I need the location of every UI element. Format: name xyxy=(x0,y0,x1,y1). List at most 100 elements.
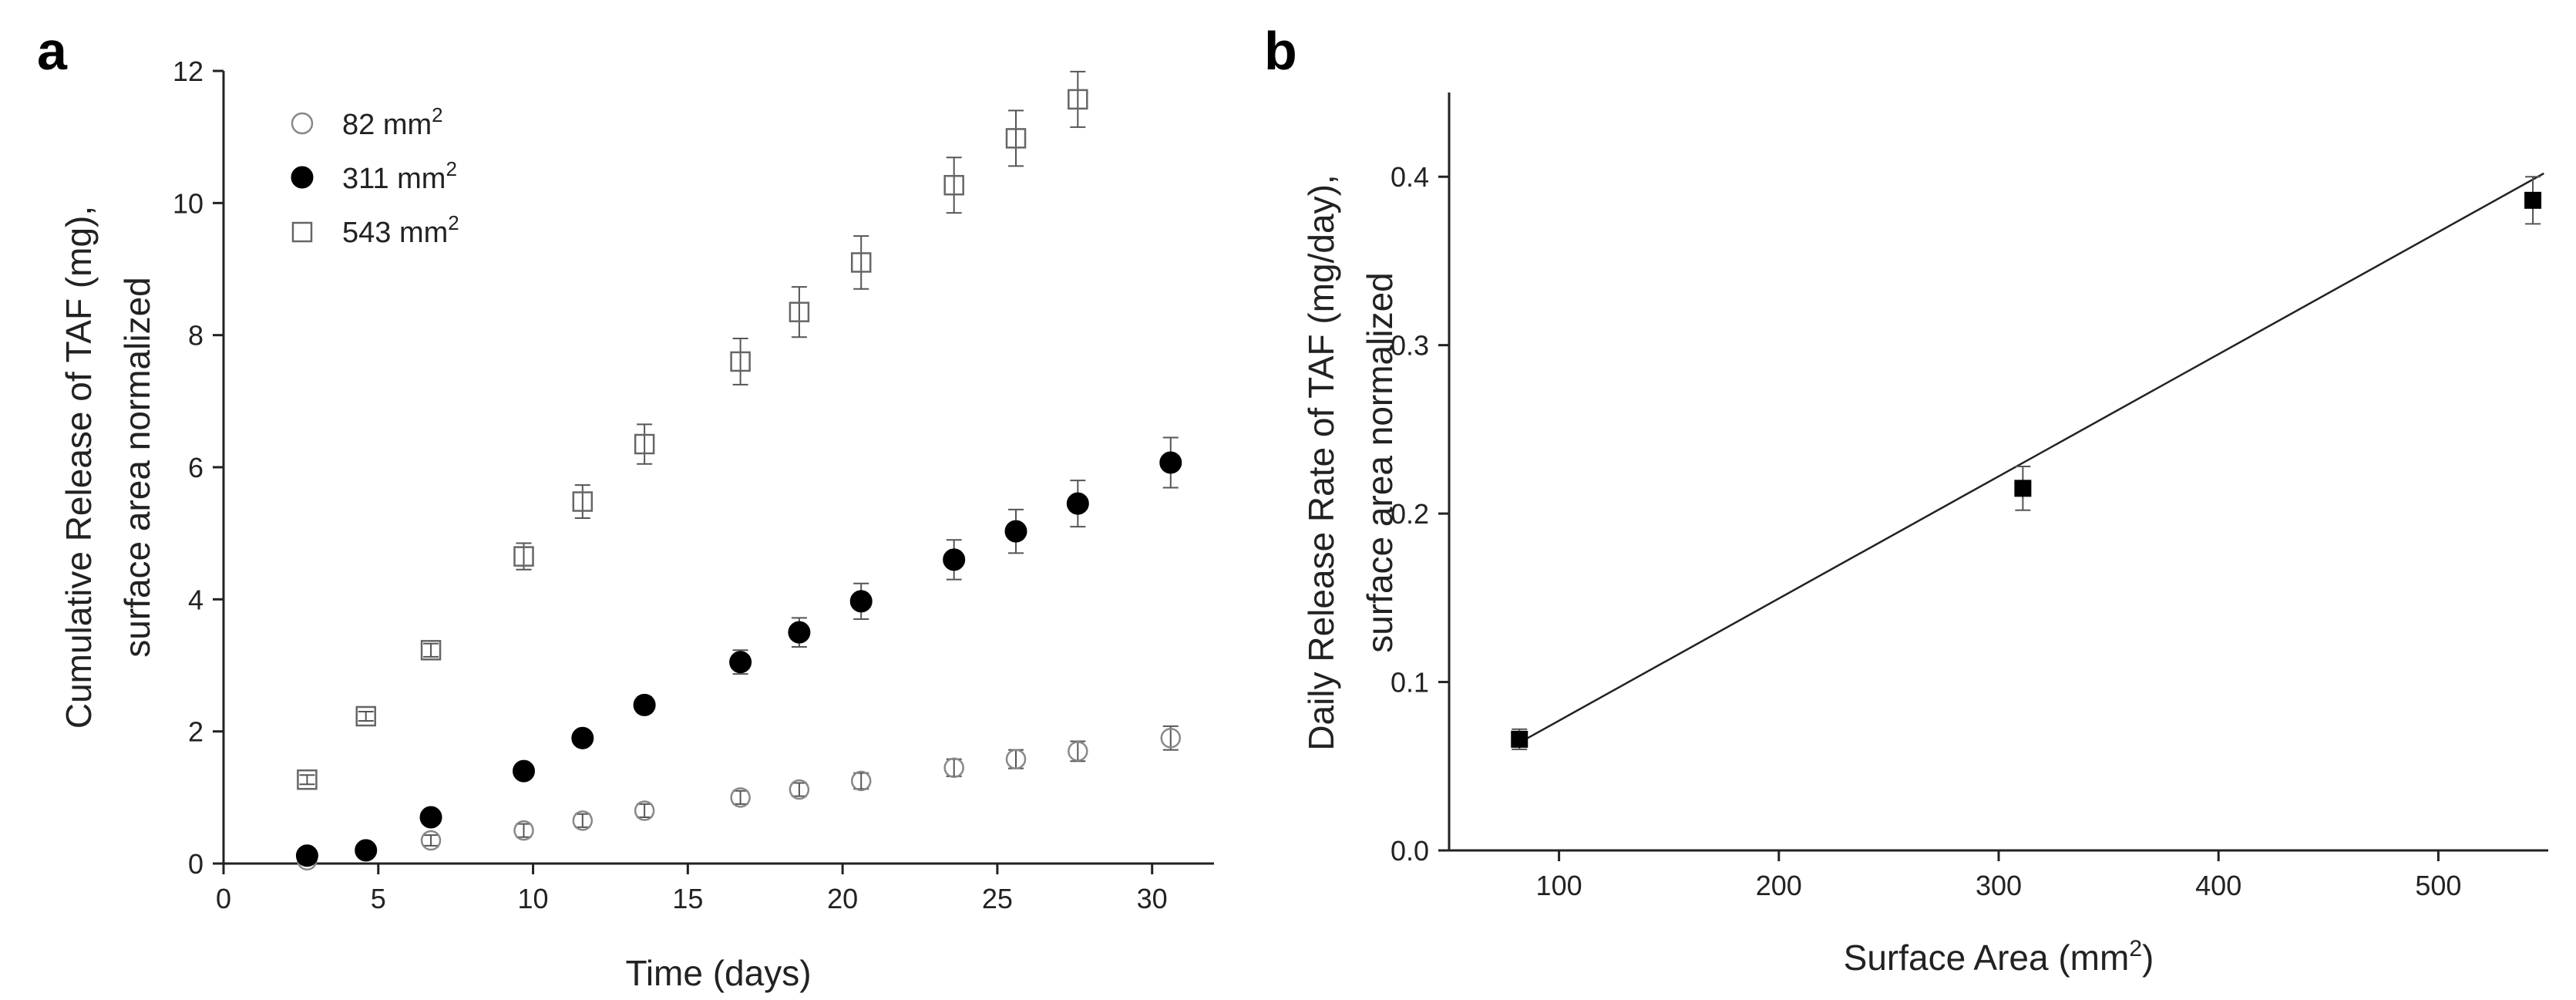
panel-a-x-tick-label: 15 xyxy=(672,883,703,914)
marker-open-circle xyxy=(513,820,534,841)
series-2-point xyxy=(1068,70,1088,128)
series-2-point xyxy=(1005,109,1027,167)
series-0-point xyxy=(1068,740,1088,763)
marker-open-square xyxy=(420,640,442,661)
series-2-point xyxy=(513,542,534,571)
series-1-point xyxy=(849,582,873,621)
panel-b-y-tick-label: 0.1 xyxy=(1391,667,1429,699)
panel-b-y-label-line1: Daily Release Rate of TAF (mg/day), xyxy=(1301,174,1341,750)
series-0-point xyxy=(1005,749,1027,769)
marker-filled-circle xyxy=(571,726,594,749)
series-1-point xyxy=(943,539,966,581)
marker-filled-circle xyxy=(1004,520,1027,543)
series-1-point xyxy=(729,649,752,675)
panel-b-point xyxy=(1511,728,1528,750)
legend-label-311: 311 mm2 xyxy=(342,157,457,195)
series-1-point xyxy=(295,844,318,867)
series-1-point xyxy=(571,726,594,749)
panel-a-y-tick-label: 4 xyxy=(188,584,203,615)
marker-open-square xyxy=(297,769,318,790)
panel-b-point xyxy=(2524,176,2542,225)
panel-a-x-tick-label: 5 xyxy=(371,883,386,914)
panel-a-y-tick-label: 12 xyxy=(173,56,203,87)
marker-filled-circle xyxy=(1159,451,1182,474)
panel-b-x-label: Surface Area (mm2) xyxy=(1844,936,2154,978)
series-1-point xyxy=(1004,508,1027,554)
legend-marker-311 xyxy=(291,166,314,189)
marker-open-circle xyxy=(1005,749,1027,769)
series-1-point xyxy=(355,839,378,862)
marker-filled-circle xyxy=(788,621,811,644)
series-2-point xyxy=(420,640,442,661)
series-2-point xyxy=(355,705,376,727)
panel-b-x-tick-label: 100 xyxy=(1536,870,1582,901)
panel-b-x-tick-label: 200 xyxy=(1756,870,1802,901)
series-1-point xyxy=(1066,480,1089,528)
panel-b-point xyxy=(2014,465,2032,511)
marker-open-circle xyxy=(850,770,872,792)
panel-a-x-tick-label: 25 xyxy=(982,883,1013,914)
series-2-point xyxy=(943,157,964,214)
marker-open-square xyxy=(850,252,872,273)
panel-a-y-tick-label: 2 xyxy=(188,716,203,748)
panel-b-chart: 100 200 300 400 500 0.0 0.1 0.2 0.3 0.4 Surface … xyxy=(1301,93,2548,978)
panel-a-y-label-line1: Cumulative Release of TAF (mg), xyxy=(59,206,99,729)
panel-a-y-tick-label: 10 xyxy=(173,187,203,219)
marker-open-circle xyxy=(943,757,964,779)
panel-b-x-tick-label: 500 xyxy=(2415,870,2461,901)
series-2-point xyxy=(850,235,872,290)
panel-a-x-tick-label: 0 xyxy=(216,883,231,914)
panel-a-y-tick-label: 8 xyxy=(188,320,203,352)
series-1-point xyxy=(419,806,442,829)
panel-a-x-tick-label: 20 xyxy=(827,883,858,914)
panel-a-y-label-line2: surface area normalized xyxy=(117,277,157,657)
marker-filled-circle xyxy=(513,759,536,783)
series-0-point xyxy=(1160,725,1182,751)
panel-a-x-label: Time (days) xyxy=(625,953,811,993)
marker-open-square xyxy=(513,546,534,567)
panel-a-x-tick-label: 30 xyxy=(1137,883,1168,914)
marker-open-circle xyxy=(1068,741,1088,762)
marker-filled-circle xyxy=(729,651,752,674)
panel-a-letter: a xyxy=(37,21,68,81)
marker-filled-square xyxy=(1511,730,1528,748)
series-1-point xyxy=(513,759,536,783)
marker-filled-circle xyxy=(943,548,966,571)
marker-open-square xyxy=(943,174,964,196)
series-0-point xyxy=(420,830,442,851)
legend-label-543: 543 mm2 xyxy=(342,211,459,249)
marker-open-square xyxy=(634,433,655,455)
fit-line xyxy=(1518,172,2544,744)
panel-b-y-tick-label: 0.2 xyxy=(1391,498,1429,530)
series-2-point xyxy=(297,769,318,790)
series-0-point xyxy=(789,779,810,800)
panel-b-letter: b xyxy=(1264,21,1297,81)
series-0-point xyxy=(943,757,964,779)
panel-b-y-tick-label: 0.0 xyxy=(1391,835,1429,867)
panel-a-chart: 0 5 10 15 20 25 30 0 2 4 6 8 10 12 Time (days) Cumul… xyxy=(59,56,1214,993)
series-0-point xyxy=(634,800,655,821)
series-2-point xyxy=(634,423,655,465)
marker-filled-circle xyxy=(295,844,318,867)
series-1-point xyxy=(788,617,811,648)
marker-filled-square xyxy=(2014,480,2032,497)
series-0-point xyxy=(572,810,594,831)
marker-filled-circle xyxy=(355,839,378,862)
marker-open-square xyxy=(789,301,810,322)
panel-b-y-tick-label: 0.4 xyxy=(1391,161,1429,193)
series-0-point xyxy=(730,787,751,808)
marker-filled-circle xyxy=(849,590,873,613)
legend-label-82: 82 mm2 xyxy=(342,103,443,141)
panel-a-legend: 82 mm2 311 mm2 543 mm2 xyxy=(291,103,459,249)
series-0-point xyxy=(513,820,534,841)
marker-open-square xyxy=(572,491,594,512)
panel-a-y-tick-label: 6 xyxy=(188,452,203,483)
series-2-point xyxy=(730,337,751,386)
series-1-point xyxy=(633,693,656,716)
panel-b-x-tick-label: 300 xyxy=(1976,870,2022,901)
marker-filled-circle xyxy=(419,806,442,829)
panel-b-x-tick-label: 400 xyxy=(2195,870,2241,901)
marker-open-square xyxy=(1005,128,1027,149)
marker-open-circle xyxy=(1160,727,1182,749)
